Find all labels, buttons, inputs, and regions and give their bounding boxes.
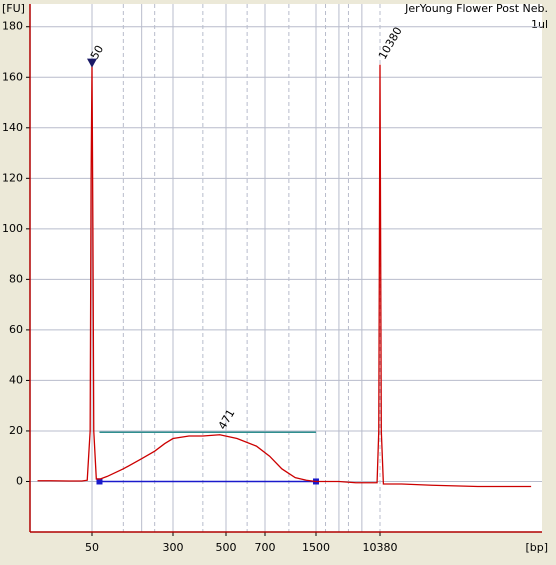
y-axis-label: [FU]: [2, 2, 25, 15]
y-tick-label: 0: [16, 474, 23, 487]
x-tick-label: 10380: [363, 541, 398, 554]
y-tick-label: 80: [9, 272, 23, 285]
x-tick-label: 700: [255, 541, 276, 554]
y-tick-label: 120: [2, 171, 23, 184]
x-tick-label: 300: [163, 541, 184, 554]
y-tick-label: 20: [9, 424, 23, 437]
chart-title: JerYoung Flower Post Neb.: [404, 2, 548, 15]
x-axis-label: [bp]: [525, 541, 548, 554]
y-tick-label: 100: [2, 222, 23, 235]
chart-subtitle: 1ul: [531, 18, 548, 31]
y-tick-label: 60: [9, 323, 23, 336]
y-tick-label: 140: [2, 121, 23, 134]
y-tick-label: 40: [9, 373, 23, 386]
y-tick-label: 160: [2, 70, 23, 83]
region-marker: [96, 478, 103, 485]
trace-line: [37, 64, 532, 488]
plot-area: [30, 4, 542, 532]
x-tick-label: 50: [85, 541, 99, 554]
x-tick-label: 500: [216, 541, 237, 554]
marker-triangle: [87, 58, 97, 68]
peak-label: 50: [88, 43, 106, 62]
y-tick-label: 180: [2, 20, 23, 33]
x-tick-label: 1500: [302, 541, 330, 554]
